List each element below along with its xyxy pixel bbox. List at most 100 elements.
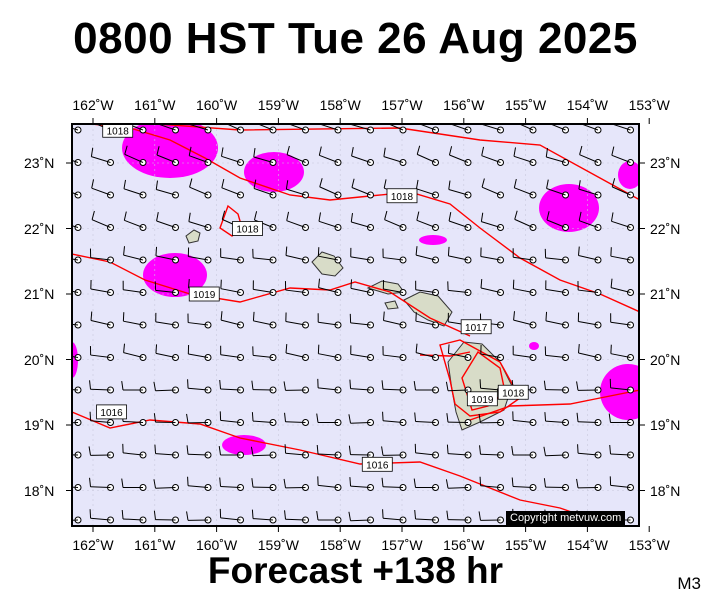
wind-barb <box>187 453 209 456</box>
isobar-label: 1016 <box>96 404 127 420</box>
wind-barb <box>123 320 144 326</box>
wind-barb <box>578 289 599 293</box>
wind-barb-feather <box>447 246 450 256</box>
wind-barb <box>318 353 339 358</box>
wind-barb-feather <box>479 445 482 455</box>
wind-barb-feather <box>124 114 126 123</box>
wind-barb <box>318 453 339 456</box>
wind-barb-feather <box>155 344 158 354</box>
longitude-label: 160˚W <box>195 537 238 553</box>
wind-barb-feather <box>90 147 94 157</box>
wind-barb-feather <box>416 145 421 155</box>
wind-barb-feather <box>123 211 127 221</box>
wind-barb-feather <box>448 146 453 156</box>
wind-barb-feather <box>57 380 58 389</box>
wind-barb-feather <box>252 311 255 321</box>
wind-barb-feather <box>89 380 92 390</box>
wind-barb-feather <box>546 211 550 221</box>
wind-barb <box>285 421 306 423</box>
wind-barb <box>72 225 79 228</box>
wind-barb-feather <box>610 212 614 222</box>
wind-barb-feather <box>155 180 158 190</box>
wind-barb-feather <box>611 178 616 188</box>
wind-barb-feather <box>543 380 546 390</box>
wind-barb-feather <box>576 412 579 422</box>
wind-barb-feather <box>285 246 288 256</box>
wind-barb <box>610 453 631 456</box>
wind-barb-feather <box>153 479 157 489</box>
wind-barb-feather <box>445 479 449 489</box>
wind-barb-feather <box>59 147 61 156</box>
longitude-label: 159˚W <box>257 537 299 553</box>
wind-barb <box>155 255 176 261</box>
wind-barb-feather <box>220 311 223 321</box>
wind-barb <box>155 352 176 358</box>
wind-barb-feather <box>348 414 352 424</box>
wind-barb <box>252 454 274 457</box>
isobar-labels: 1018 1018 1018 1019 1017 1019 1018 1016 1016 <box>96 124 529 472</box>
wind-barb-feather <box>287 114 289 123</box>
wind-barb <box>188 387 209 391</box>
wind-barb <box>480 485 501 488</box>
wind-barb <box>91 219 111 228</box>
wind-barb <box>123 352 144 358</box>
wind-barb <box>253 518 274 521</box>
wind-barb <box>384 219 404 228</box>
wind-barb-feather <box>415 246 418 256</box>
wind-barb <box>513 354 534 358</box>
wind-barb <box>513 319 534 326</box>
wind-barb <box>253 257 274 261</box>
wind-barb-feather <box>123 343 126 353</box>
wind-barb-feather <box>57 446 58 455</box>
wind-barb <box>545 454 566 457</box>
wind-barb <box>220 419 241 423</box>
wind-barb-feather <box>349 379 352 389</box>
wind-barb-feather <box>286 211 290 221</box>
wind-barb-feather <box>448 212 452 222</box>
wind-barb-feather <box>221 178 225 188</box>
wind-barb-feather <box>351 178 355 188</box>
wind-barb-feather <box>446 444 449 454</box>
wind-barb <box>449 154 469 163</box>
isobar-line <box>419 351 471 357</box>
wind-barb <box>545 257 566 261</box>
wind-barb <box>155 321 176 326</box>
wind-barb <box>350 485 371 488</box>
latitude-label: 21˚N <box>650 286 681 302</box>
wind-barb <box>72 389 79 391</box>
wind-barb-feather <box>91 179 95 189</box>
rain-area <box>618 161 639 189</box>
wind-barb-feather <box>611 115 613 124</box>
wind-barb <box>123 188 144 196</box>
wind-barb-feather <box>124 145 128 155</box>
wind-barb-feather <box>188 278 190 289</box>
wind-barb <box>415 289 436 293</box>
wind-barb-feather <box>253 211 258 221</box>
latitude-label: 22˚N <box>24 220 55 237</box>
wind-barb-feather <box>579 145 583 155</box>
wind-barb <box>448 453 469 456</box>
isobar-label: 1019 <box>188 286 220 302</box>
wind-barb-feather <box>219 477 222 487</box>
wind-barb-feather <box>253 179 257 189</box>
wind-barb-feather <box>153 381 157 391</box>
wind-barb <box>253 354 274 358</box>
wind-barb <box>350 519 371 522</box>
graticule <box>72 124 639 526</box>
wind-barb-feather <box>156 146 160 156</box>
wind-barb <box>415 254 436 261</box>
wind-barb-feather <box>383 179 387 189</box>
wind-barb <box>415 352 436 358</box>
wind-barb <box>351 155 371 163</box>
wind-barb <box>72 486 79 488</box>
wind-barb <box>90 486 111 488</box>
wind-barb-feather <box>383 311 385 321</box>
wind-barb <box>221 187 241 196</box>
wind-barb <box>318 484 339 488</box>
wind-barb <box>383 288 404 293</box>
wind-barb-feather <box>578 211 582 221</box>
wind-barb <box>189 155 209 163</box>
svg-text:1018: 1018 <box>236 225 259 236</box>
wind-barb <box>545 354 566 358</box>
